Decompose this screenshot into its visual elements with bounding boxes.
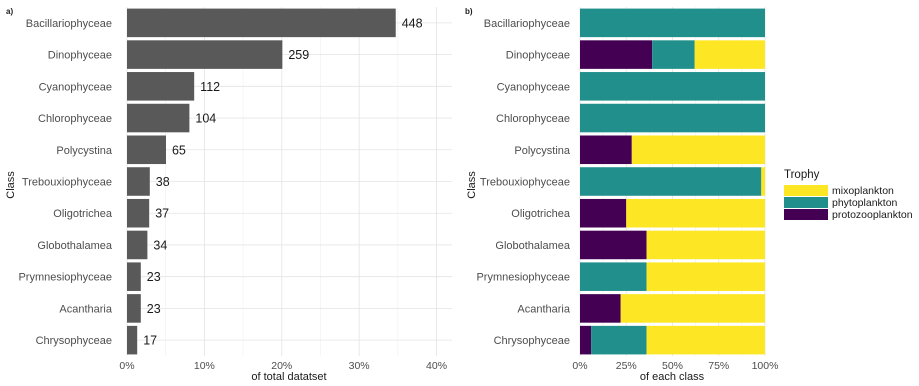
- bar-chlorophyceae-phytoplankton: [580, 103, 765, 133]
- bar-globothalamea-mixoplankton: [646, 230, 765, 260]
- category-label-trebouxiophyceae: Trebouxiophyceae: [22, 177, 112, 189]
- category-label-chrysophyceae: Chrysophyceae: [36, 335, 112, 347]
- category-label-polycystina: Polycystina: [56, 145, 113, 157]
- category-label-chrysophyceae: Chrysophyceae: [494, 335, 570, 347]
- category-label-cyanophyceae: Cyanophyceae: [497, 81, 570, 93]
- panel-a-x-tick-label: 0%: [119, 360, 134, 372]
- value-label-prymnesiophyceae: 23: [147, 270, 161, 284]
- bar-cyanophyceae-phytoplankton: [580, 72, 765, 101]
- value-label-globothalamea: 34: [153, 238, 167, 252]
- bar-oligotrichea-protozooplankton: [580, 198, 627, 228]
- panel-b-x-tick-label: 75%: [708, 360, 729, 372]
- bar-chrysophyceae-phytoplankton: [591, 325, 647, 355]
- bar-polycystina-mixoplankton: [631, 135, 765, 165]
- panel-a-x-tick-label: 20%: [271, 360, 292, 372]
- legend-swatch-phytoplankton: [784, 197, 828, 208]
- legend-swatch-protozooplankton: [784, 209, 828, 220]
- panel-b-label: b): [465, 7, 473, 16]
- panel-a-x-axis-title: of total datatset: [251, 371, 326, 383]
- panel-a-x-tick-label: 30%: [349, 360, 370, 372]
- category-label-bacillariophyceae: Bacillariophyceae: [484, 18, 570, 30]
- bar-chrysophyceae-mixoplankton: [646, 325, 765, 355]
- category-label-chlorophyceae: Chlorophyceae: [496, 113, 570, 125]
- category-label-dinophyceae: Dinophyceae: [48, 50, 112, 62]
- legend-label-protozooplankton: protozooplankton: [832, 209, 913, 221]
- panel-b-x-ticks: 0% 25% 50% 75% 100%: [572, 360, 778, 372]
- bar-polycystina-protozooplankton: [580, 135, 632, 165]
- value-label-cyanophyceae: 112: [200, 80, 220, 94]
- bar-chrysophyceae: [127, 325, 138, 355]
- bar-dinophyceae-protozooplankton: [580, 40, 653, 69]
- category-label-acantharia: Acantharia: [517, 303, 570, 315]
- bar-dinophyceae: [127, 40, 283, 69]
- legend-label-mixoplankton: mixoplankton: [832, 185, 894, 197]
- bar-acantharia: [127, 294, 141, 323]
- legend-label-phytoplankton: phytoplankton: [832, 197, 898, 209]
- category-label-acantharia: Acantharia: [59, 303, 112, 315]
- bar-trebouxiophyceae-phytoplankton: [580, 167, 762, 196]
- legend-title: Trophy: [784, 169, 820, 181]
- category-label-prymnesiophyceae: Prymnesiophyceae: [18, 272, 112, 284]
- panel-b-x-tick-label: 100%: [752, 360, 779, 372]
- legend-items: mixoplanktonphytoplanktonprotozooplankto…: [784, 185, 913, 221]
- value-label-chrysophyceae: 17: [143, 334, 157, 348]
- category-label-dinophyceae: Dinophyceae: [506, 50, 570, 62]
- value-label-trebouxiophyceae: 38: [156, 175, 170, 189]
- value-label-bacillariophyceae: 448: [402, 16, 423, 30]
- legend: Trophy mixoplanktonphytoplanktonprotozoo…: [784, 169, 913, 221]
- bar-chlorophyceae: [127, 103, 190, 133]
- bar-chrysophyceae-protozooplankton: [580, 325, 592, 355]
- bar-globothalamea: [127, 230, 148, 260]
- category-label-bacillariophyceae: Bacillariophyceae: [26, 18, 112, 30]
- bar-oligotrichea: [127, 198, 150, 228]
- bar-trebouxiophyceae: [127, 167, 150, 196]
- panel-b-category-labels: Bacillariophyceae Dinophyceae Cyanophyceae…: [476, 18, 570, 347]
- panel-b: b) Bacillariophyceae Dinophyceae Cyanophyc…: [465, 7, 778, 383]
- bar-bacillariophyceae: [127, 8, 396, 38]
- category-label-oligotrichea: Oligotrichea: [53, 208, 113, 220]
- value-label-acantharia: 23: [147, 302, 161, 316]
- bar-trebouxiophyceae-mixoplankton: [761, 167, 765, 196]
- category-label-globothalamea: Globothalamea: [495, 240, 570, 252]
- category-label-polycystina: Polycystina: [514, 145, 571, 157]
- bar-bacillariophyceae-phytoplankton: [580, 8, 765, 38]
- panel-a-y-axis-title: Class: [5, 171, 17, 199]
- panel-b-y-axis-title: Class: [466, 171, 478, 199]
- bar-dinophyceae-mixoplankton: [694, 40, 765, 69]
- panel-a-x-ticks: 0% 10% 20% 30% 40%: [119, 360, 447, 372]
- bar-acantharia-mixoplankton: [620, 294, 765, 323]
- bar-prymnesiophyceae: [127, 262, 141, 291]
- value-label-dinophyceae: 259: [288, 48, 309, 62]
- panel-b-x-tick-label: 50%: [662, 360, 683, 372]
- panel-b-bars: [580, 8, 765, 355]
- panel-a-category-labels: Bacillariophyceae Dinophyceae Cyanophyceae…: [18, 18, 112, 347]
- panel-b-x-tick-label: 25%: [616, 360, 637, 372]
- panel-a-x-tick-label: 10%: [194, 360, 215, 372]
- panel-b-x-axis-title: of each class: [640, 371, 705, 383]
- bar-polycystina: [127, 135, 166, 165]
- bar-prymnesiophyceae-phytoplankton: [580, 262, 647, 291]
- category-label-cyanophyceae: Cyanophyceae: [39, 81, 112, 93]
- category-label-prymnesiophyceae: Prymnesiophyceae: [476, 272, 570, 284]
- panel-b-x-tick-label: 0%: [572, 360, 587, 372]
- bar-oligotrichea-mixoplankton: [626, 198, 765, 228]
- bar-acantharia-protozooplankton: [580, 294, 621, 323]
- category-label-trebouxiophyceae: Trebouxiophyceae: [480, 177, 570, 189]
- bar-dinophyceae-phytoplankton: [652, 40, 695, 69]
- category-label-chlorophyceae: Chlorophyceae: [38, 113, 112, 125]
- value-label-polycystina: 65: [172, 143, 186, 157]
- panel-a-label: a): [6, 7, 13, 16]
- value-label-chlorophyceae: 104: [195, 112, 216, 126]
- bar-prymnesiophyceae-mixoplankton: [646, 262, 765, 291]
- legend-swatch-mixoplankton: [784, 185, 828, 196]
- value-label-oligotrichea: 37: [155, 207, 169, 221]
- panel-a-x-tick-label: 40%: [426, 360, 447, 372]
- category-label-globothalamea: Globothalamea: [37, 240, 112, 252]
- panel-a: a) 448 259 112 104 65 38 37 34 23 23 17 Bacillario…: [5, 7, 452, 383]
- panel-a-bars: 448 259 112 104 65 38 37 34 23 23 17: [127, 8, 423, 355]
- bar-cyanophyceae: [127, 72, 195, 101]
- bar-globothalamea-protozooplankton: [580, 230, 647, 260]
- category-label-oligotrichea: Oligotrichea: [511, 208, 571, 220]
